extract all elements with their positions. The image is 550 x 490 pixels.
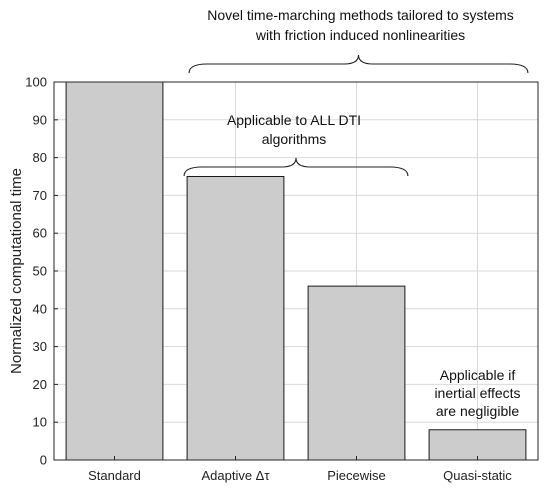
y-tick-label: 60 xyxy=(33,226,47,241)
annotation-text: inertial effects xyxy=(434,385,520,401)
y-axis-ticks: 0 10 20 30 40 50 60 70 80 90 100 xyxy=(25,75,58,468)
y-tick-label: 70 xyxy=(33,188,47,203)
annotations: Novel time-marching methods tailored to … xyxy=(183,7,529,419)
annotation-text: Applicable to ALL DTI xyxy=(227,112,361,128)
bar xyxy=(307,285,406,461)
annotation-text: with friction induced nonlinearities xyxy=(255,27,465,43)
x-tick-label: Adaptive Δτ xyxy=(201,468,270,483)
curly-brace xyxy=(183,157,409,177)
x-axis-labels: Standard Adaptive Δτ Piecewise Quasi-static xyxy=(88,456,512,483)
annotation-text: Novel time-marching methods tailored to … xyxy=(207,7,514,23)
y-tick-label: 20 xyxy=(33,377,47,392)
bars xyxy=(65,81,527,461)
bar xyxy=(186,176,285,461)
annotation-text: Applicable if xyxy=(440,367,516,383)
y-tick-label: 0 xyxy=(40,453,47,468)
bar xyxy=(428,429,527,461)
y-axis-title: Normalized computational time xyxy=(8,168,25,374)
annotation-text: are negligible xyxy=(436,403,519,419)
y-tick-label: 40 xyxy=(33,301,47,316)
x-tick-label: Piecewise xyxy=(327,468,386,483)
x-tick-label: Standard xyxy=(88,468,141,483)
y-tick-label: 80 xyxy=(33,150,47,165)
y-tick-label: 100 xyxy=(25,75,47,90)
y-tick-label: 50 xyxy=(33,264,47,279)
y-tick-label: 30 xyxy=(33,339,47,354)
y-tick-label: 10 xyxy=(33,415,47,430)
curly-brace xyxy=(188,54,529,74)
annotation-text: algorithms xyxy=(262,131,327,147)
x-tick-label: Quasi-static xyxy=(443,468,512,483)
y-tick-label: 90 xyxy=(33,112,47,127)
bar xyxy=(65,81,164,461)
